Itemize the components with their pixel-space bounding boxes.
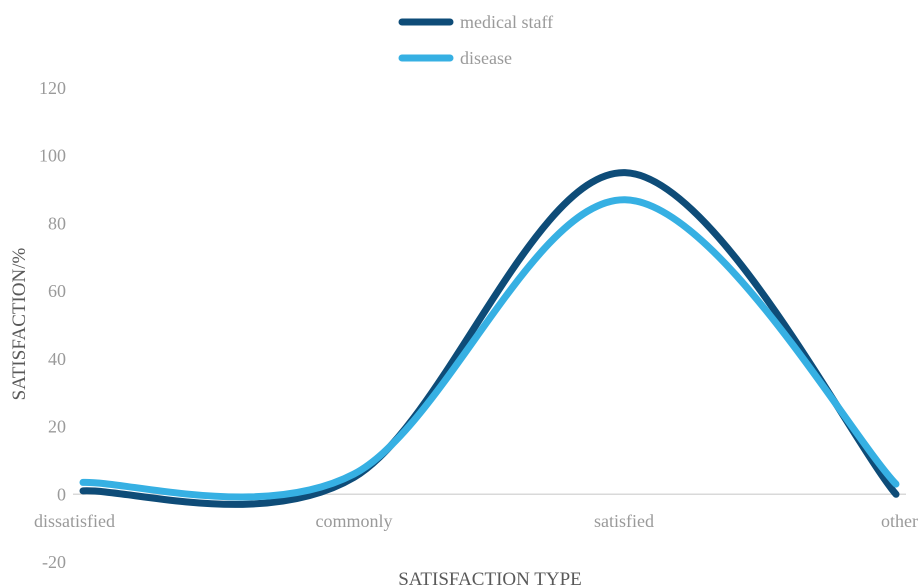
series-layer — [79, 169, 900, 508]
y-tick-label: 40 — [48, 349, 66, 369]
series-line-disease — [79, 196, 900, 501]
y-tick-label: 0 — [57, 484, 66, 504]
x-axis-ticks: dissatisfied commonly satisfied other — [34, 511, 918, 531]
x-axis-title: SATISFACTION TYPE — [398, 569, 582, 588]
legend: medical staff disease — [398, 12, 553, 68]
legend-label: disease — [460, 48, 512, 68]
series-line-medical-staff — [79, 169, 900, 508]
y-tick-label: 100 — [39, 146, 66, 166]
y-axis-ticks: -20 0 20 40 60 80 100 120 — [39, 78, 66, 572]
y-tick-label: 80 — [48, 213, 66, 233]
y-tick-label: 60 — [48, 281, 66, 301]
x-tick-label-other: other — [881, 511, 918, 531]
x-tick-label-dissatisfied: dissatisfied — [34, 511, 115, 531]
x-tick-label-commonly: commonly — [316, 511, 393, 531]
y-axis-title: SATISFACTION/% — [9, 247, 30, 400]
y-tick-label: -20 — [42, 552, 66, 572]
y-tick-label: 120 — [39, 78, 66, 98]
y-tick-label: 20 — [48, 417, 66, 437]
x-tick-label-satisfied: satisfied — [594, 511, 654, 531]
legend-label: medical staff — [460, 12, 553, 32]
